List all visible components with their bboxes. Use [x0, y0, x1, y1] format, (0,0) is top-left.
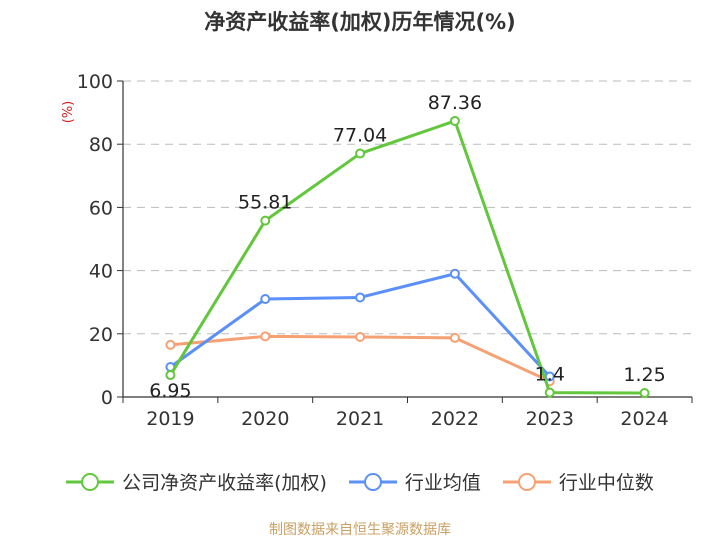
data-label: 87.36	[428, 92, 482, 114]
chart-title: 净资产收益率(加权)历年情况(%)	[204, 10, 516, 34]
series-line	[170, 334, 551, 383]
data-point	[355, 292, 366, 303]
y-tick-label: 60	[89, 197, 113, 219]
data-point	[260, 331, 271, 342]
y-tick-label: 100	[77, 71, 113, 93]
series-layer	[165, 115, 650, 399]
y-tick-label: 20	[89, 324, 113, 346]
legend-item[interactable]: 行业中位数	[502, 468, 654, 495]
data-point	[449, 268, 460, 279]
x-tick-label: 2019	[146, 408, 194, 430]
data-label: 1.4	[535, 364, 565, 386]
data-label: 6.95	[149, 380, 191, 402]
x-tick-label: 2020	[241, 408, 289, 430]
legend-item[interactable]: 公司净资产收益率(加权)	[66, 468, 327, 495]
legend-label: 行业均值	[404, 472, 481, 494]
data-point	[260, 215, 271, 226]
legend-swatch-icon	[502, 472, 551, 491]
data-point	[355, 148, 366, 159]
x-tick-label: 2021	[336, 408, 384, 430]
legend-item[interactable]: 行业均值	[348, 468, 481, 495]
legend-swatch-icon	[66, 472, 115, 491]
series-line	[169, 119, 645, 395]
data-point	[355, 331, 366, 342]
series-line	[169, 272, 551, 378]
data-label: 77.04	[333, 125, 387, 147]
source-note: 制图数据来自恒生聚源数据库	[269, 522, 451, 538]
x-tick-label: 2024	[620, 408, 668, 430]
x-tick-label: 2023	[526, 408, 574, 430]
legend-label: 公司净资产收益率(加权)	[122, 472, 327, 494]
data-label: 1.25	[623, 364, 665, 386]
axis-layer: 0 20 40 60 80 100(%) 2019 2020 2021 2022 2023 2024	[61, 71, 693, 430]
data-label: 55.81	[238, 192, 292, 214]
data-point	[449, 115, 460, 126]
y-tick-label: 40	[89, 261, 113, 283]
data-point	[544, 371, 555, 382]
data-point	[544, 387, 555, 398]
legend-label: 行业中位数	[558, 472, 654, 494]
legend: 公司净资产收益率(加权) 行业均值 行业中位数	[0, 468, 720, 495]
legend-swatch-icon	[348, 472, 397, 491]
data-point	[639, 388, 650, 399]
y-axis-label: (%)	[61, 101, 76, 124]
label-layer: 6.95 55.81 77.04 87.36 1.4 1.25	[149, 92, 665, 402]
data-point	[165, 370, 176, 381]
grid-layer	[123, 80, 692, 335]
data-point	[449, 332, 460, 343]
x-tick-label: 2022	[431, 408, 479, 430]
data-point	[165, 339, 176, 350]
y-tick-label: 0	[101, 387, 113, 409]
data-point	[260, 294, 271, 305]
y-tick-label: 80	[89, 134, 113, 156]
